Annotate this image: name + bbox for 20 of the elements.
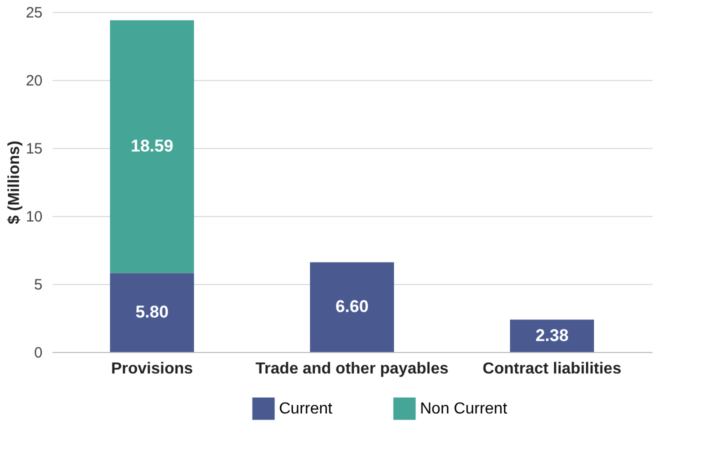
bar xyxy=(510,320,594,352)
bar xyxy=(310,262,394,352)
y-tick-label: 20 xyxy=(26,72,42,90)
y-tick-label: 10 xyxy=(26,208,42,226)
data-label: 6.60 xyxy=(335,297,369,316)
y-axis-title: $ (Millions) xyxy=(6,140,23,224)
x-tick-label: Trade and other payables xyxy=(256,360,449,378)
legend-label: Current xyxy=(279,400,333,418)
y-tick-label: 15 xyxy=(26,140,42,158)
y-tick-label: 25 xyxy=(26,4,42,22)
x-tick-label: Provisions xyxy=(111,360,193,378)
data-label: 18.59 xyxy=(130,136,174,156)
bar xyxy=(110,273,194,352)
data-label: 2.38 xyxy=(535,326,569,345)
y-tick-label: 0 xyxy=(34,344,42,362)
bar xyxy=(110,20,194,274)
data-label: 5.80 xyxy=(135,302,169,322)
y-tick-label: 5 xyxy=(34,276,42,294)
legend-label: Non Current xyxy=(420,400,508,418)
x-tick-label: Contract liabilities xyxy=(482,360,622,378)
